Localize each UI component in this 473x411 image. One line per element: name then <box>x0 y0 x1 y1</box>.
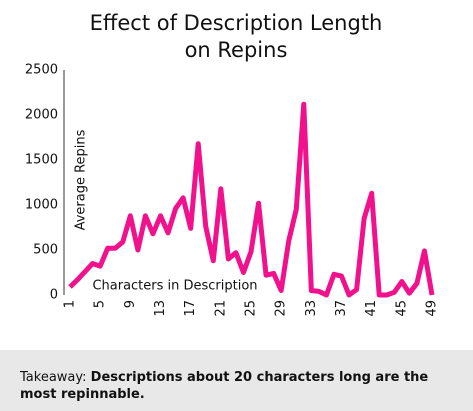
line <box>68 101 435 298</box>
x-tick-label: 25 <box>244 300 259 317</box>
x-tick-label: 41 <box>364 300 379 317</box>
footer-label: Takeaway: <box>20 370 87 385</box>
x-tick-label: 21 <box>213 300 228 317</box>
footer: Takeaway: Descriptions about 20 characte… <box>0 350 473 411</box>
x-tick-label: 45 <box>394 300 409 317</box>
x-tick-label: 29 <box>274 300 289 317</box>
y-tick-label: 1000 <box>25 198 58 213</box>
x-tick-label: 1 <box>63 300 78 308</box>
chart: Effect of Description Length on Repins A… <box>25 11 440 317</box>
x-tick-label: 33 <box>304 300 319 317</box>
y-tick-label: 2000 <box>25 108 58 123</box>
y-axis-label: Average Repins <box>74 129 89 230</box>
chart-title: Effect of Description Length <box>90 11 383 35</box>
footer-text: Descriptions about 20 characters long ar… <box>20 370 429 402</box>
x-tick-label: 5 <box>93 300 108 308</box>
y-tick-label: 1500 <box>25 153 58 168</box>
x-tick-label: 17 <box>183 300 198 317</box>
x-tick-label: 9 <box>123 300 138 308</box>
x-tick-label: 49 <box>425 300 440 317</box>
y-tick-label: 2500 <box>25 63 58 78</box>
y-tick-label: 0 <box>50 288 58 303</box>
y-tick-label: 500 <box>33 243 58 258</box>
x-tick-label: 13 <box>153 300 168 317</box>
chart-title: on Repins <box>185 38 288 62</box>
x-tick-label: 37 <box>334 300 349 317</box>
x-axis-label: Characters in Description <box>92 279 257 294</box>
